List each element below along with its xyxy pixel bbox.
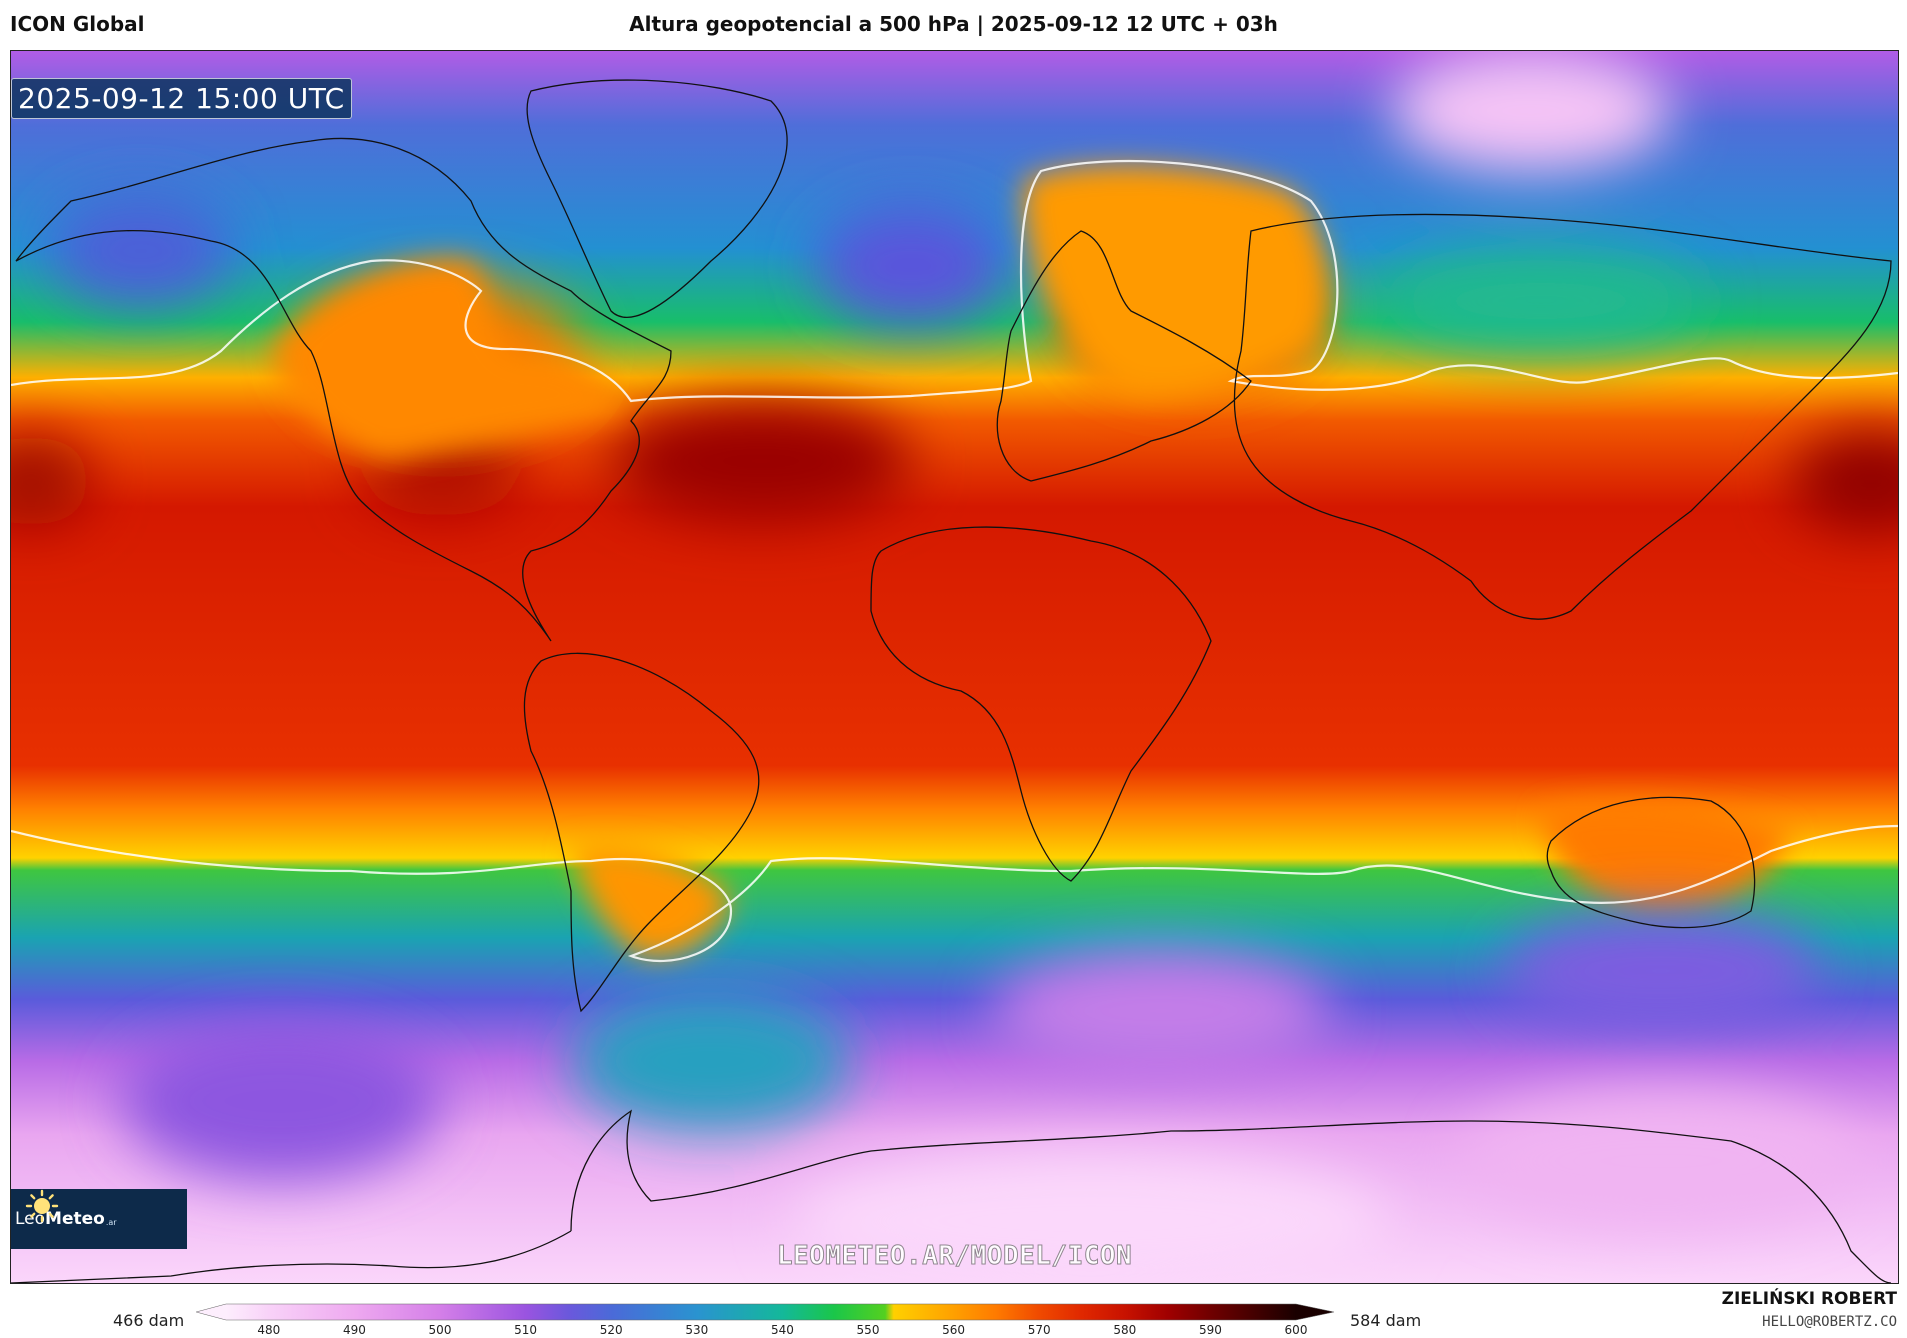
colorbar-tick-480: 480 — [257, 1323, 281, 1337]
colorbar-tick-510: 510 — [514, 1323, 538, 1337]
map-panel: 2025-09-12 15:00 UTC LeoMeteo .ar LEOMET… — [10, 50, 1899, 1284]
coastlines — [11, 79, 1892, 1283]
colorbar-bar — [196, 1303, 1335, 1321]
colorbar-tick-560: 560 — [942, 1323, 966, 1337]
geopotential-field-map — [11, 51, 1898, 1283]
north-america-outline — [15, 137, 672, 642]
color-legend: 466 dam 480 490 500 510 520 530 540 550 560 570 58… — [0, 1283, 1907, 1338]
logo-suffix: .ar — [105, 1217, 117, 1227]
logo-name-light: Leo — [15, 1209, 46, 1229]
antarctica-outline — [11, 1109, 1892, 1283]
valid-time-badge: 2025-09-12 15:00 UTC — [11, 78, 352, 119]
colorbar-tick-520: 520 — [599, 1323, 623, 1337]
south-america-outline — [523, 652, 760, 1013]
colorbar — [196, 1303, 1335, 1321]
author-name: ZIELIŃSKI ROBERT — [1721, 1289, 1897, 1309]
sun-icon — [25, 1189, 59, 1223]
asia-outline — [1233, 213, 1892, 620]
colorbar-tick-500: 500 — [428, 1323, 452, 1337]
australia-outline — [1546, 796, 1756, 929]
author-email: HELLO@ROBERTZ.CO — [1762, 1314, 1897, 1330]
header: ICON Global Altura geopotencial a 500 hP… — [0, 0, 1907, 50]
colorbar-tick-580: 580 — [1113, 1323, 1137, 1337]
colorbar-tick-570: 570 — [1027, 1323, 1051, 1337]
site-watermark: LEOMETEO.AR/MODEL/ICON — [776, 1241, 1133, 1272]
colorbar-tick-550: 550 — [856, 1323, 880, 1337]
ridge-zones — [271, 164, 1791, 959]
greenland-outline — [526, 79, 788, 318]
model-name: ICON Global — [10, 12, 145, 36]
colorbar-tick-490: 490 — [342, 1323, 366, 1337]
map-title: Altura geopotencial a 500 hPa | 2025-09-… — [629, 12, 1278, 36]
africa-outline — [870, 526, 1212, 882]
range-max-label: 584 dam — [1350, 1311, 1422, 1330]
range-min-label: 466 dam — [113, 1311, 185, 1330]
logo-name-bold: Meteo — [45, 1209, 105, 1229]
colorbar-tick-600: 600 — [1284, 1323, 1308, 1337]
colorbar-tick-540: 540 — [770, 1323, 794, 1337]
leometeo-logo: LeoMeteo .ar — [11, 1189, 187, 1249]
contour-552-south — [11, 824, 1898, 963]
colorbar-tick-530: 530 — [685, 1323, 709, 1337]
europe-outline — [996, 230, 1252, 482]
field-features-south — [121, 911, 1861, 1283]
contour-552-north — [11, 159, 1898, 403]
logo-wordmark: LeoMeteo — [15, 1209, 105, 1229]
colorbar-tick-590: 590 — [1198, 1323, 1222, 1337]
